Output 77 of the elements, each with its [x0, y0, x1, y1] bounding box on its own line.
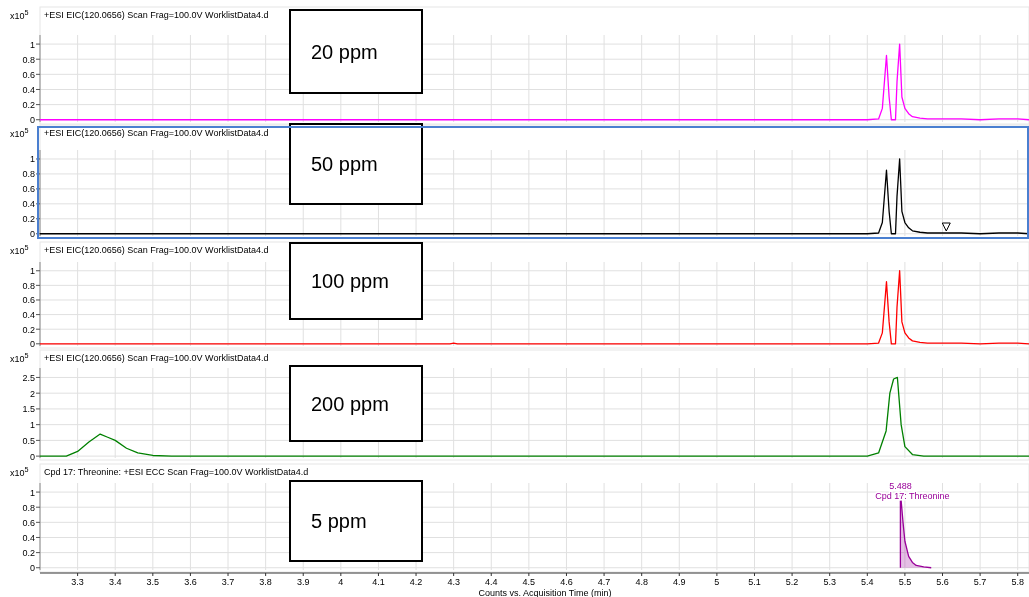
y-tick-label: 1 [29, 420, 35, 431]
x-tick-label: 3.4 [108, 577, 122, 587]
y-tick-label: 0 [29, 339, 35, 350]
y-tick-label: 1 [29, 487, 35, 498]
x-tick-label: 3.9 [296, 577, 310, 587]
chart-title: Cpd 17: Threonine: +ESI ECC Scan Frag=100.0V WorklistData4.d [44, 467, 309, 477]
x-tick-label: 5.5 [898, 577, 912, 587]
line-series [39, 158, 1029, 235]
y-tick-label: 1 [29, 39, 35, 50]
line-series [39, 43, 1029, 121]
x-tick-label: 5.2 [785, 577, 799, 587]
x-tick-label: 5.3 [823, 577, 836, 587]
x-tick-label: 5.8 [1011, 577, 1024, 587]
chart-title: +ESI EIC(120.0656) Scan Frag=100.0V WorklistData4.d [44, 10, 269, 20]
y-axis-title: x10$^{5}$ [10, 242, 29, 256]
y-tick-label: 0.6 [22, 517, 35, 528]
y-tick-label: 0.6 [22, 184, 35, 195]
x-tick-label: 3.5 [146, 577, 160, 587]
y-tick-label: 0 [29, 563, 35, 574]
y-axis-title: x10$^{5}$ [10, 464, 29, 478]
y-axis-title: x10$^{5}$ [10, 7, 29, 21]
y-tick-label: 0.4 [22, 84, 35, 95]
y-tick-label: 0.6 [22, 69, 35, 80]
y-tick-label: 1 [29, 154, 35, 165]
annotation: 5 ppm [311, 510, 367, 532]
x-tick-label: 4.4 [485, 577, 498, 587]
y-tick-label: 0.2 [22, 100, 35, 111]
y-tick-label: 0 [29, 229, 35, 240]
y-tick-label: 0.4 [22, 199, 35, 210]
x-tick-label: 4.2 [409, 577, 423, 587]
x-tick-label: 4.9 [673, 577, 686, 587]
x-tick-label: 4.5 [522, 577, 536, 587]
x-tick-label: 4.3 [447, 577, 460, 587]
chart-title: +ESI EIC(120.0656) Scan Frag=100.0V WorklistData4.d [44, 245, 269, 255]
y-tick-label: 0.2 [22, 214, 35, 225]
x-tick-label: 5.1 [748, 577, 761, 587]
x-axis-title: Counts vs. Acquisition Time (min) [478, 588, 612, 597]
y-tick-label: 1.5 [22, 404, 35, 415]
x-tick-label: 5.4 [861, 577, 874, 587]
x-tick-label: 5 [714, 577, 720, 587]
y-tick-label: 2.5 [22, 372, 35, 383]
annotation: 200 ppm [311, 392, 389, 415]
x-tick-label: 3.6 [184, 577, 197, 587]
x-tick-label: 3.8 [259, 577, 272, 587]
y-axis-title: x10$^{5}$ [10, 125, 29, 139]
chart-title: +ESI EIC(120.0656) Scan Frag=100.0V WorklistData4.d [44, 353, 269, 363]
x-tick-label: 4.6 [560, 577, 573, 587]
y-tick-label: 0.2 [22, 548, 35, 559]
annotation: 20 ppm [311, 40, 378, 63]
x-tick-label: 4.1 [372, 577, 385, 587]
annotation: 100 ppm [311, 270, 389, 292]
x-tick-label: 5.6 [936, 577, 949, 587]
y-tick-label: 0.5 [22, 435, 35, 446]
x-tick-label: 4 [338, 577, 344, 587]
y-tick-label: 0.8 [22, 502, 35, 513]
y-tick-label: 0.4 [22, 310, 35, 321]
chart-title: +ESI EIC(120.0656) Scan Frag=100.0V WorklistData4.d [44, 128, 269, 138]
annotation: 50 ppm [311, 153, 378, 175]
y-axis-title: x10$^{5}$ [10, 350, 29, 364]
y-tick-label: 0.6 [22, 295, 35, 306]
line-series [39, 270, 1029, 345]
y-tick-label: 2 [29, 388, 35, 399]
x-tick-label: 3.7 [221, 577, 235, 587]
x-tick-label: 3.3 [71, 577, 84, 587]
y-tick-label: 0.4 [22, 532, 35, 543]
y-tick-label: 0.8 [22, 54, 35, 65]
y-tick-label: 1 [29, 266, 35, 277]
y-tick-label: 0 [29, 451, 35, 462]
x-tick-label: 4.8 [635, 577, 648, 587]
y-tick-label: 0.2 [22, 324, 35, 335]
annotation: 5.488 [889, 481, 912, 492]
x-tick-label: 4.7 [597, 577, 611, 587]
line-series [39, 376, 1029, 457]
x-tick-label: 5.7 [973, 577, 987, 587]
y-tick-label: 0.8 [22, 280, 35, 291]
y-tick-label: 0.8 [22, 169, 35, 180]
y-tick-label: 0 [29, 115, 35, 126]
